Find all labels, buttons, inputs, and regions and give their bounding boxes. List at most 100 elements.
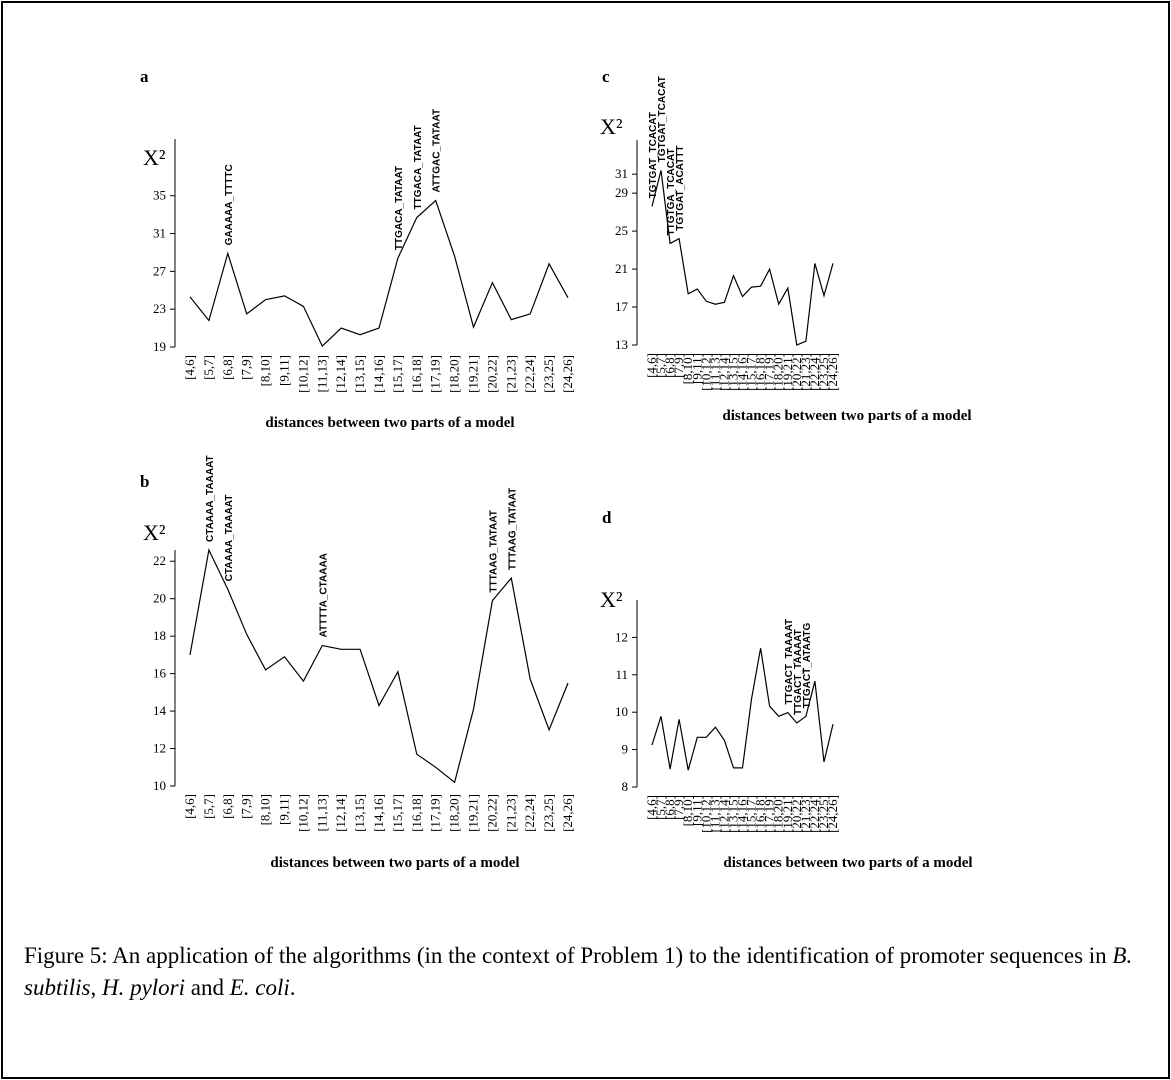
x-tick-label: [23,25]	[816, 795, 831, 833]
x-tick-label: [5,7]	[653, 795, 668, 820]
y-tick-label: 23	[153, 301, 166, 316]
y-tick-label: 12	[153, 741, 166, 756]
x-tick-label: [9,11]	[277, 794, 292, 825]
series-line	[189, 548, 569, 784]
x-tick-label: [20,22]	[789, 795, 804, 833]
x-tick-label: [4,6]	[644, 353, 659, 378]
x-tick-label: [4,6]	[182, 355, 197, 380]
annotation: TTGACT_TAAAAT	[784, 619, 795, 705]
annotation: TTTAAG_TATAAT	[488, 510, 499, 592]
x-tick-label: [12,14]	[333, 794, 348, 832]
annotation: CTAAAA_TAAAAT	[224, 495, 235, 582]
y-tick-label: 9	[622, 742, 629, 757]
x-tick-label: [13,15]	[352, 794, 367, 832]
y-tick-label: 18	[153, 628, 166, 643]
x-tick-label: [14,16]	[371, 355, 386, 393]
x-tick-label: [8,10]	[680, 795, 695, 826]
x-tick-label: [21,23]	[798, 795, 813, 833]
series-line	[189, 199, 569, 348]
x-tick-label: [10,12]	[698, 353, 713, 391]
x-tick-label: [12,14]	[716, 795, 731, 833]
x-tick-label: [8,10]	[258, 355, 273, 386]
x-tick-label: [10,12]	[698, 795, 713, 833]
x-tick-label: [19,21]	[466, 794, 481, 832]
x-tick-label: [22,24]	[522, 355, 537, 393]
x-tick-label: [7,9]	[671, 353, 686, 378]
caption-species: B. subtilis	[24, 943, 1133, 1000]
y-tick-label: 13	[615, 337, 628, 352]
y-axis-label: X²	[143, 145, 166, 170]
y-tick-label: 31	[615, 166, 628, 181]
y-tick-label: 20	[153, 591, 166, 606]
panel-label: a	[140, 67, 149, 86]
x-tick-label: [11,13]	[314, 794, 329, 831]
x-tick-label: [14,16]	[371, 794, 386, 832]
panel-label: d	[602, 508, 612, 527]
y-axis-label: X²	[143, 520, 166, 545]
y-tick-label: 8	[622, 779, 629, 794]
y-tick-label: 11	[615, 667, 628, 682]
x-tick-label: [24,26]	[825, 795, 840, 833]
caption-text: .	[289, 975, 296, 1000]
annotation: TTTAAG_TATAAT	[507, 488, 518, 570]
x-tick-label: [18,20]	[771, 795, 786, 833]
x-tick-label: [17,19]	[428, 794, 443, 832]
x-tick-label: [24,26]	[560, 794, 575, 832]
caption: Figure 5: An application of the algorith…	[24, 940, 1144, 1004]
panel-label: c	[602, 67, 610, 86]
x-tick-label: [13,15]	[352, 355, 367, 393]
x-tick-label: [23,25]	[816, 353, 831, 391]
annotation: TTGACA_TATAAT	[394, 166, 405, 250]
x-tick-label: [9,11]	[689, 353, 704, 384]
x-tick-label: [11,13]	[707, 353, 722, 390]
x-tick-label: [23,25]	[541, 355, 556, 393]
y-tick-label: 12	[615, 629, 628, 644]
x-tick-label: [19,21]	[780, 353, 795, 391]
x-tick-label: [17,19]	[428, 355, 443, 393]
x-tick-label: [22,24]	[807, 795, 822, 833]
x-tick-label: [5,7]	[201, 794, 216, 819]
annotation: ATTTTA_CTAAAA	[318, 553, 329, 637]
y-axis-label: X²	[600, 587, 623, 612]
caption-species: H. pylori	[101, 975, 186, 1000]
x-tick-label: [6,8]	[220, 355, 235, 380]
annotation: TGTGAT_TCACAT	[648, 112, 659, 198]
x-tick-label: [23,25]	[541, 794, 556, 832]
x-tick-label: [18,20]	[447, 355, 462, 393]
x-tick-label: [6,8]	[220, 794, 235, 819]
y-tick-label: 22	[153, 553, 166, 568]
x-tick-label: [4,6]	[182, 794, 197, 819]
x-tick-label: [16,18]	[409, 355, 424, 393]
x-tick-label: [15,17]	[390, 355, 405, 393]
x-tick-label: [19,21]	[466, 355, 481, 393]
caption-text: Figure 5: An application of the algorith…	[24, 943, 1113, 968]
x-axis-label: distances between two parts of a model	[722, 408, 971, 424]
x-tick-label: [15,17]	[744, 353, 759, 391]
x-tick-label: [18,20]	[447, 794, 462, 832]
x-tick-label: [16,18]	[753, 795, 768, 833]
x-tick-label: [21,23]	[503, 794, 518, 832]
x-tick-label: [6,8]	[662, 795, 677, 820]
x-tick-label: [22,24]	[807, 353, 822, 391]
y-tick-label: 19	[153, 339, 166, 354]
x-tick-label: [12,14]	[333, 355, 348, 393]
x-tick-label: [14,16]	[735, 353, 750, 391]
x-tick-label: [5,7]	[653, 353, 668, 378]
x-tick-label: [9,11]	[277, 355, 292, 386]
y-tick-label: 31	[153, 226, 166, 241]
x-tick-label: [9,11]	[689, 795, 704, 826]
x-tick-label: [19,21]	[780, 795, 795, 833]
caption-species: E. coli	[229, 975, 290, 1000]
annotation: CTAAAA_TAAAAT	[205, 455, 216, 542]
annotation: TTGACA_TATAAT	[413, 125, 424, 209]
x-tick-label: [8,10]	[258, 794, 273, 825]
x-tick-label: [10,12]	[295, 355, 310, 393]
x-tick-label: [11,13]	[707, 795, 722, 832]
x-tick-label: [17,19]	[762, 353, 777, 391]
x-tick-label: [10,12]	[295, 794, 310, 832]
annotation: TTGACT_TAAAAT	[793, 629, 804, 715]
x-tick-label: [15,17]	[390, 794, 405, 832]
